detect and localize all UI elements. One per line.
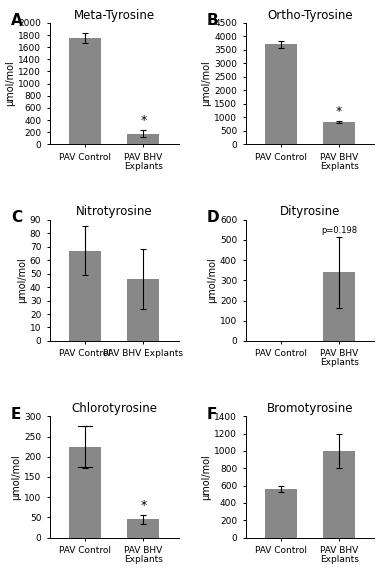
Bar (323, 122, 355, 144)
Text: *: * (336, 105, 342, 118)
Text: p=0.198: p=0.198 (321, 227, 357, 235)
Bar (265, 489, 297, 538)
Title: Meta-Tyrosine: Meta-Tyrosine (73, 9, 155, 22)
Y-axis label: μmol/mol: μmol/mol (201, 454, 211, 500)
Bar (127, 134, 159, 144)
Bar (265, 45, 297, 144)
Text: E: E (11, 407, 21, 422)
Text: *: * (140, 499, 146, 512)
Y-axis label: μmol/mol: μmol/mol (201, 61, 211, 106)
Title: Chlorotyrosine: Chlorotyrosine (71, 402, 157, 415)
Bar (323, 451, 355, 538)
Bar (69, 38, 101, 144)
Text: *: * (140, 114, 146, 126)
Text: A: A (11, 13, 23, 28)
Text: D: D (207, 210, 220, 225)
Bar (323, 272, 355, 341)
Bar (69, 447, 101, 538)
Bar (69, 251, 101, 341)
Title: Ortho-Tyrosine: Ortho-Tyrosine (267, 9, 353, 22)
Title: Dityrosine: Dityrosine (280, 205, 340, 219)
Y-axis label: μmol/mol: μmol/mol (17, 257, 27, 303)
Bar (127, 519, 159, 538)
Title: Bromotyrosine: Bromotyrosine (267, 402, 353, 415)
Y-axis label: μmol/mol: μmol/mol (11, 454, 21, 500)
Text: C: C (11, 210, 22, 225)
Text: B: B (207, 13, 219, 28)
Y-axis label: μmol/mol: μmol/mol (6, 61, 16, 106)
Text: F: F (207, 407, 217, 422)
Y-axis label: μmol/mol: μmol/mol (207, 257, 217, 303)
Bar (127, 279, 159, 341)
Title: Nitrotyrosine: Nitrotyrosine (76, 205, 152, 219)
